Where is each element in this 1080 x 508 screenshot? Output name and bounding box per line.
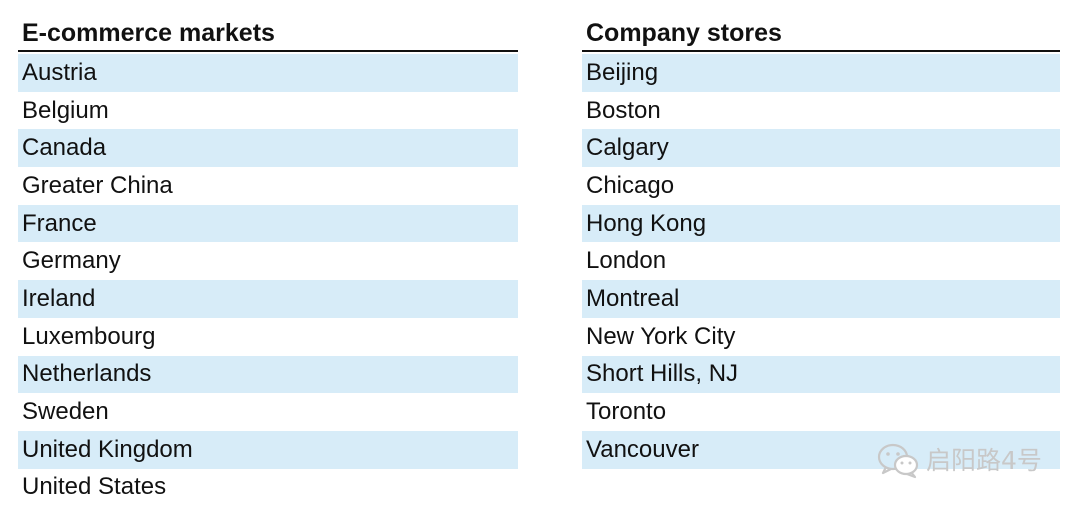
list-item-greater-china: Greater China bbox=[22, 171, 173, 199]
list-item-united-kingdom: United Kingdom bbox=[18, 430, 518, 469]
company-stores-list: Beijing Boston Calgary Chicago Hong Kong… bbox=[582, 54, 1060, 469]
list-item-vancouver: Vancouver bbox=[582, 430, 1060, 469]
wechat-icon bbox=[877, 443, 919, 479]
list-item-chicago: Chicago bbox=[586, 171, 675, 199]
list-item-ireland: Ireland bbox=[18, 280, 518, 318]
list-item-netherlands: Netherlands bbox=[18, 355, 518, 394]
company-stores-title: Company stores bbox=[582, 0, 1060, 52]
ecommerce-markets-table: E-commerce markets Austria Belgium Canad… bbox=[18, 0, 518, 506]
company-stores-table: Company stores Beijing Boston Calgary Ch… bbox=[582, 0, 1060, 469]
list-item-london: London bbox=[586, 247, 667, 275]
list-item-luxembourg: Luxembourg bbox=[22, 322, 156, 350]
watermark: 启阳路4号 bbox=[876, 440, 1042, 480]
list-item-germany: Germany bbox=[22, 247, 121, 275]
list-item-united-states: United States bbox=[22, 473, 167, 501]
watermark-text: 启阳路4号 bbox=[926, 445, 1042, 475]
list-item-canada: Canada bbox=[18, 129, 518, 168]
list-item-france: France bbox=[18, 204, 518, 243]
list-item-short-hills-nj: Short Hills, NJ bbox=[582, 355, 1060, 394]
list-item-calgary: Calgary bbox=[582, 129, 1060, 168]
list-item-belgium: Belgium bbox=[22, 96, 109, 124]
list-item-sweden: Sweden bbox=[22, 398, 109, 426]
list-item-boston: Boston bbox=[586, 96, 661, 124]
list-item-beijing: Beijing bbox=[582, 54, 1060, 92]
list-item-austria: Austria bbox=[18, 54, 518, 92]
ecommerce-markets-title: E-commerce markets bbox=[18, 0, 518, 52]
list-item-toronto: Toronto bbox=[586, 398, 667, 426]
list-item-hong-kong: Hong Kong bbox=[582, 204, 1060, 243]
list-item-montreal: Montreal bbox=[582, 280, 1060, 318]
list-item-new-york-city: New York City bbox=[586, 322, 736, 350]
ecommerce-markets-list: Austria Belgium Canada Greater China Fra… bbox=[18, 54, 518, 506]
